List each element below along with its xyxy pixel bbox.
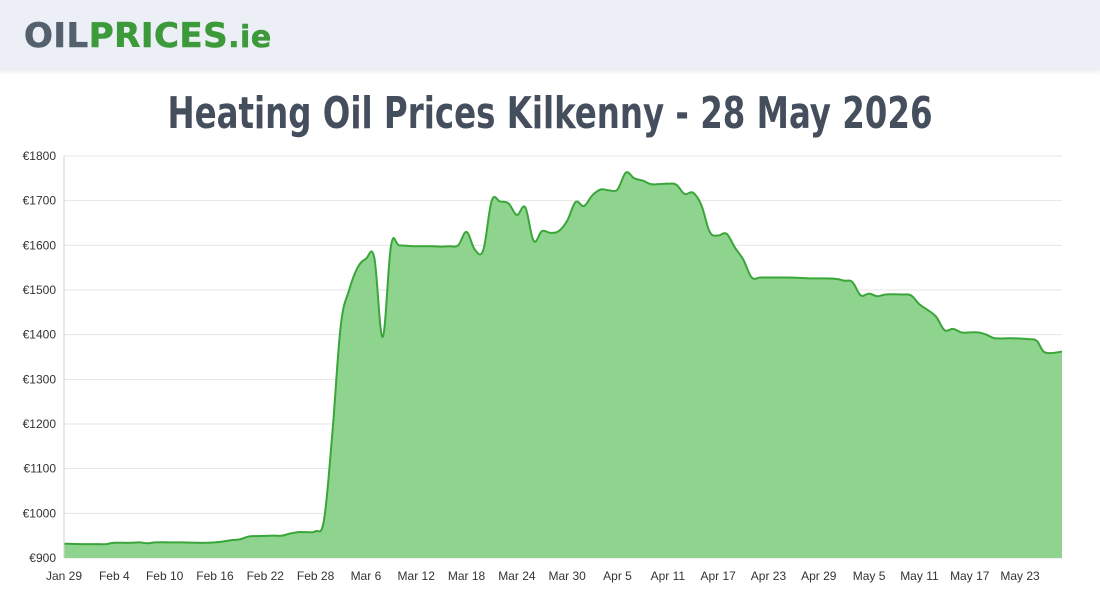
y-tick-label: €1400 [23, 328, 57, 342]
x-axis: Jan 29 Feb 4 Feb 10 Feb 16 Feb 22 Feb 28 Mar 6… [46, 569, 1040, 583]
x-tick-label: Apr 23 [751, 569, 787, 583]
site-header: OILPRICES.ie [0, 0, 1100, 70]
y-tick-label: €1700 [23, 194, 57, 208]
x-tick-label: Apr 17 [700, 569, 736, 583]
area-layer [63, 171, 1063, 558]
page-title: Heating Oil Prices Kilkenny - 28 May 202… [167, 88, 933, 139]
y-tick-label: €1200 [23, 417, 57, 431]
x-tick-label: Feb 28 [297, 569, 335, 583]
x-tick-label: Feb 16 [196, 569, 234, 583]
x-tick-label: Mar 30 [549, 569, 587, 583]
x-tick-label: Mar 18 [448, 569, 486, 583]
logo-oil-text: OIL [24, 16, 89, 57]
y-tick-label: €1100 [24, 462, 57, 476]
logo-tld-text: .ie [228, 20, 272, 56]
x-tick-label: May 17 [950, 569, 990, 583]
y-tick-label: €1500 [23, 283, 57, 297]
y-axis: €900 €1000 €1100 €1200 €1300 €1400 €1500 €1600 €… [23, 149, 65, 565]
x-tick-label: Mar 12 [398, 569, 436, 583]
x-tick-label: May 11 [900, 569, 939, 583]
x-tick-label: Apr 5 [603, 569, 632, 583]
x-tick-label: Apr 29 [801, 569, 837, 583]
x-tick-label: Feb 4 [99, 569, 130, 583]
logo-prices-text: PRICES [88, 16, 229, 57]
price-series-line[interactable] [63, 171, 1063, 546]
x-tick-label: Feb 22 [247, 569, 285, 583]
y-tick-label: €1300 [23, 372, 57, 386]
x-tick-label: Apr 11 [651, 569, 686, 583]
y-tick-label: €1600 [23, 238, 57, 252]
site-logo[interactable]: OILPRICES.ie [24, 14, 272, 60]
y-tick-label: €900 [29, 551, 56, 565]
x-tick-label: May 5 [853, 569, 886, 583]
x-tick-label: May 23 [1000, 569, 1040, 583]
x-tick-label: Feb 10 [146, 569, 184, 583]
x-tick-label: Jan 29 [46, 569, 82, 583]
x-tick-label: Mar 24 [498, 569, 536, 583]
price-chart: €900 €1000 €1100 €1200 €1300 €1400 €1500 €1600 €… [23, 149, 1063, 583]
x-tick-label: Mar 6 [351, 569, 382, 583]
price-area-fill [64, 172, 1062, 558]
y-tick-label: €1800 [23, 149, 57, 163]
y-tick-label: €1000 [23, 506, 57, 520]
